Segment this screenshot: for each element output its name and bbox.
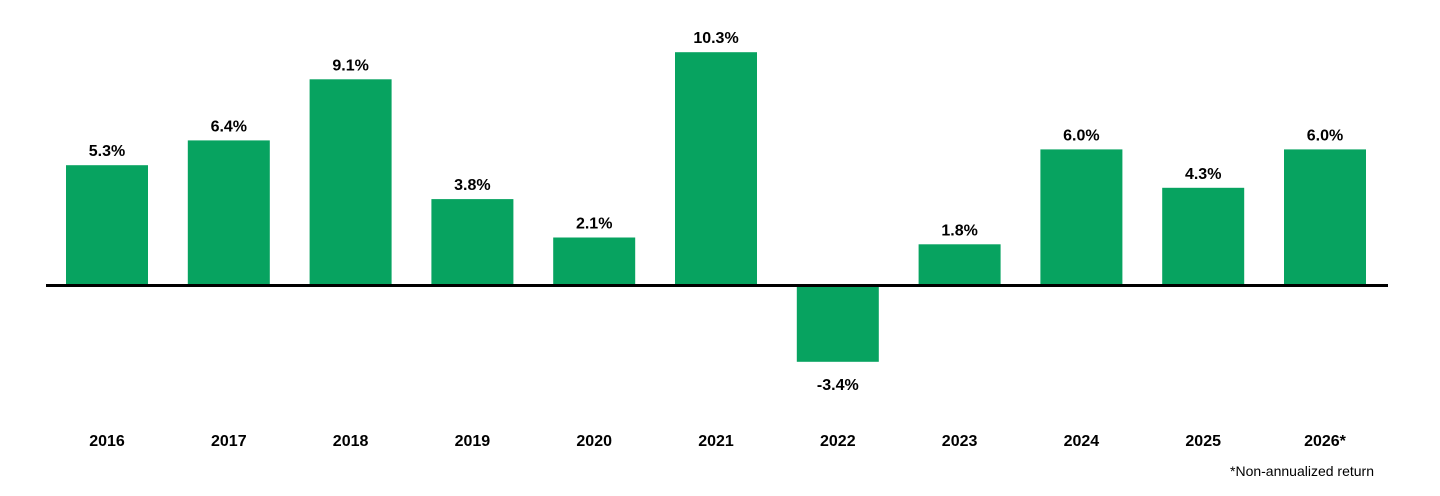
value-label-2021: 10.3%	[693, 30, 738, 47]
x-tick-label-2019: 2019	[455, 433, 491, 450]
bar-2018	[309, 79, 392, 285]
value-label-2019: 3.8%	[454, 177, 490, 194]
value-label-2026: 6.0%	[1307, 127, 1343, 144]
value-label-2022: -3.4%	[817, 377, 859, 394]
value-label-2023: 1.8%	[941, 222, 977, 239]
x-tick-label-2025: 2025	[1185, 433, 1221, 450]
x-tick-label-2018: 2018	[333, 433, 369, 450]
x-tick-label-2023: 2023	[942, 433, 978, 450]
value-labels-group: 5.3% 6.4% 9.1% 3.8% 2.1% 10.3% -3.4% 1.8% 6.0% 4.…	[89, 30, 1343, 394]
bar-2019	[431, 199, 514, 285]
value-label-2025: 4.3%	[1185, 166, 1221, 183]
x-tick-label-2026: 2026*	[1304, 433, 1347, 450]
x-tick-label-2016: 2016	[89, 433, 125, 450]
bar-2020	[553, 237, 636, 285]
bar-2026	[1284, 149, 1366, 285]
x-tick-label-2021: 2021	[698, 433, 734, 450]
x-tick-label-2017: 2017	[211, 433, 247, 450]
value-label-2016: 5.3%	[89, 143, 125, 160]
bar-2023	[918, 244, 1001, 285]
bar-2024	[1040, 149, 1123, 285]
bars-group	[66, 52, 1366, 362]
bar-2017	[187, 140, 270, 285]
bar-2025	[1162, 187, 1245, 285]
x-tick-label-2020: 2020	[576, 433, 612, 450]
value-label-2018: 9.1%	[332, 57, 368, 74]
x-tick-label-2024: 2024	[1064, 433, 1100, 450]
footnote: *Non-annualized return	[1230, 463, 1374, 479]
bar-2022	[796, 285, 879, 362]
value-label-2020: 2.1%	[576, 216, 612, 233]
x-tick-label-2022: 2022	[820, 433, 856, 450]
value-label-2017: 6.4%	[211, 118, 247, 135]
value-label-2024: 6.0%	[1063, 127, 1099, 144]
bar-2021	[675, 52, 757, 286]
x-tick-labels-group: 2016 2017 2018 2019 2020 2021 2022 2023 2024 2025…	[89, 433, 1346, 450]
bar-2016	[66, 165, 148, 285]
